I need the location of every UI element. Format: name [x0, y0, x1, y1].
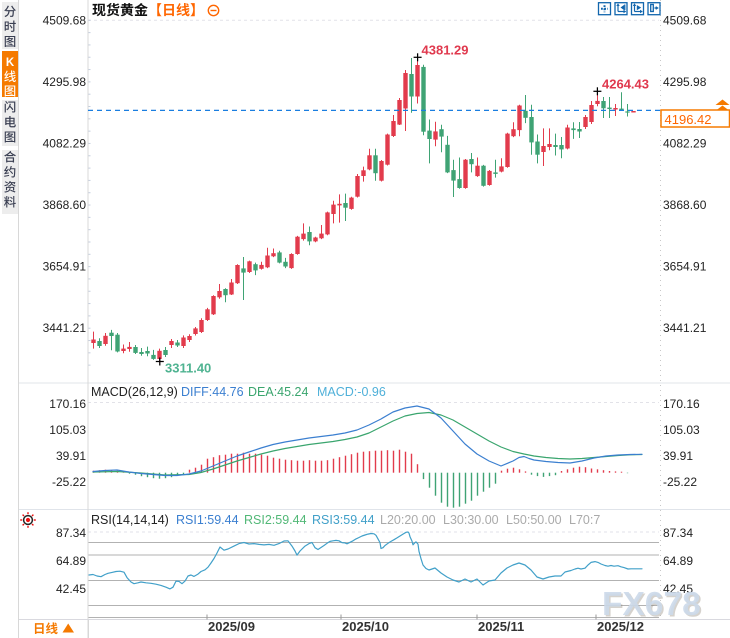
svg-text:42.45: 42.45 — [663, 582, 693, 596]
svg-text:DIFF:44.76: DIFF:44.76 — [181, 385, 244, 399]
svg-text:4295.98: 4295.98 — [663, 75, 707, 89]
svg-text:MACD(26,12,9): MACD(26,12,9) — [91, 385, 178, 399]
svg-text:L30:30.00: L30:30.00 — [443, 513, 499, 527]
svg-text:MACD:-0.96: MACD:-0.96 — [317, 385, 386, 399]
svg-text:DEA:45.24: DEA:45.24 — [248, 385, 309, 399]
svg-text:4509.68: 4509.68 — [663, 13, 707, 27]
svg-text:39.91: 39.91 — [663, 449, 693, 463]
svg-text:87.34: 87.34 — [663, 526, 693, 540]
svg-text:-25.22: -25.22 — [52, 475, 86, 489]
svg-text:3441.21: 3441.21 — [663, 321, 707, 335]
svg-text:170.16: 170.16 — [663, 397, 700, 411]
svg-text:64.89: 64.89 — [663, 554, 693, 568]
svg-text:L70:7: L70:7 — [569, 513, 600, 527]
svg-text:FX678: FX678 — [604, 588, 703, 625]
svg-text:3868.60: 3868.60 — [43, 198, 87, 212]
svg-text:RSI3:59.44: RSI3:59.44 — [312, 513, 375, 527]
svg-text:39.91: 39.91 — [56, 449, 86, 463]
svg-text:64.89: 64.89 — [56, 554, 86, 568]
svg-text:-25.22: -25.22 — [663, 475, 697, 489]
svg-text:3311.40: 3311.40 — [165, 361, 211, 376]
svg-text:4082.29: 4082.29 — [663, 137, 707, 151]
svg-text:L20:20.00: L20:20.00 — [380, 513, 436, 527]
svg-text:4509.68: 4509.68 — [43, 13, 87, 27]
svg-text:3654.91: 3654.91 — [43, 260, 87, 274]
svg-text:2025/12: 2025/12 — [597, 619, 644, 634]
svg-text:87.34: 87.34 — [56, 526, 86, 540]
svg-text:3868.60: 3868.60 — [663, 198, 707, 212]
svg-text:RSI2:59.44: RSI2:59.44 — [244, 513, 307, 527]
svg-text:105.03: 105.03 — [49, 423, 86, 437]
svg-text:42.45: 42.45 — [56, 582, 86, 596]
svg-text:4196.42: 4196.42 — [665, 112, 712, 127]
svg-text:2025/11: 2025/11 — [478, 619, 524, 634]
svg-text:2025/10: 2025/10 — [342, 619, 389, 634]
svg-text:K: K — [6, 57, 15, 69]
svg-text:FX678: FX678 — [602, 586, 701, 623]
svg-text:4295.98: 4295.98 — [43, 75, 87, 89]
svg-text:170.16: 170.16 — [49, 397, 86, 411]
svg-text:3441.21: 3441.21 — [43, 321, 87, 335]
svg-text:2025/09: 2025/09 — [208, 619, 255, 634]
svg-text:RSI(14,14,14): RSI(14,14,14) — [91, 513, 169, 527]
svg-text:3654.91: 3654.91 — [663, 260, 707, 274]
svg-text:RSI1:59.44: RSI1:59.44 — [176, 513, 239, 527]
svg-text:4082.29: 4082.29 — [43, 137, 87, 151]
svg-text:L50:50.00: L50:50.00 — [506, 513, 562, 527]
svg-text:4381.29: 4381.29 — [422, 43, 469, 58]
svg-text:105.03: 105.03 — [663, 423, 700, 437]
svg-text:4264.43: 4264.43 — [602, 77, 649, 92]
